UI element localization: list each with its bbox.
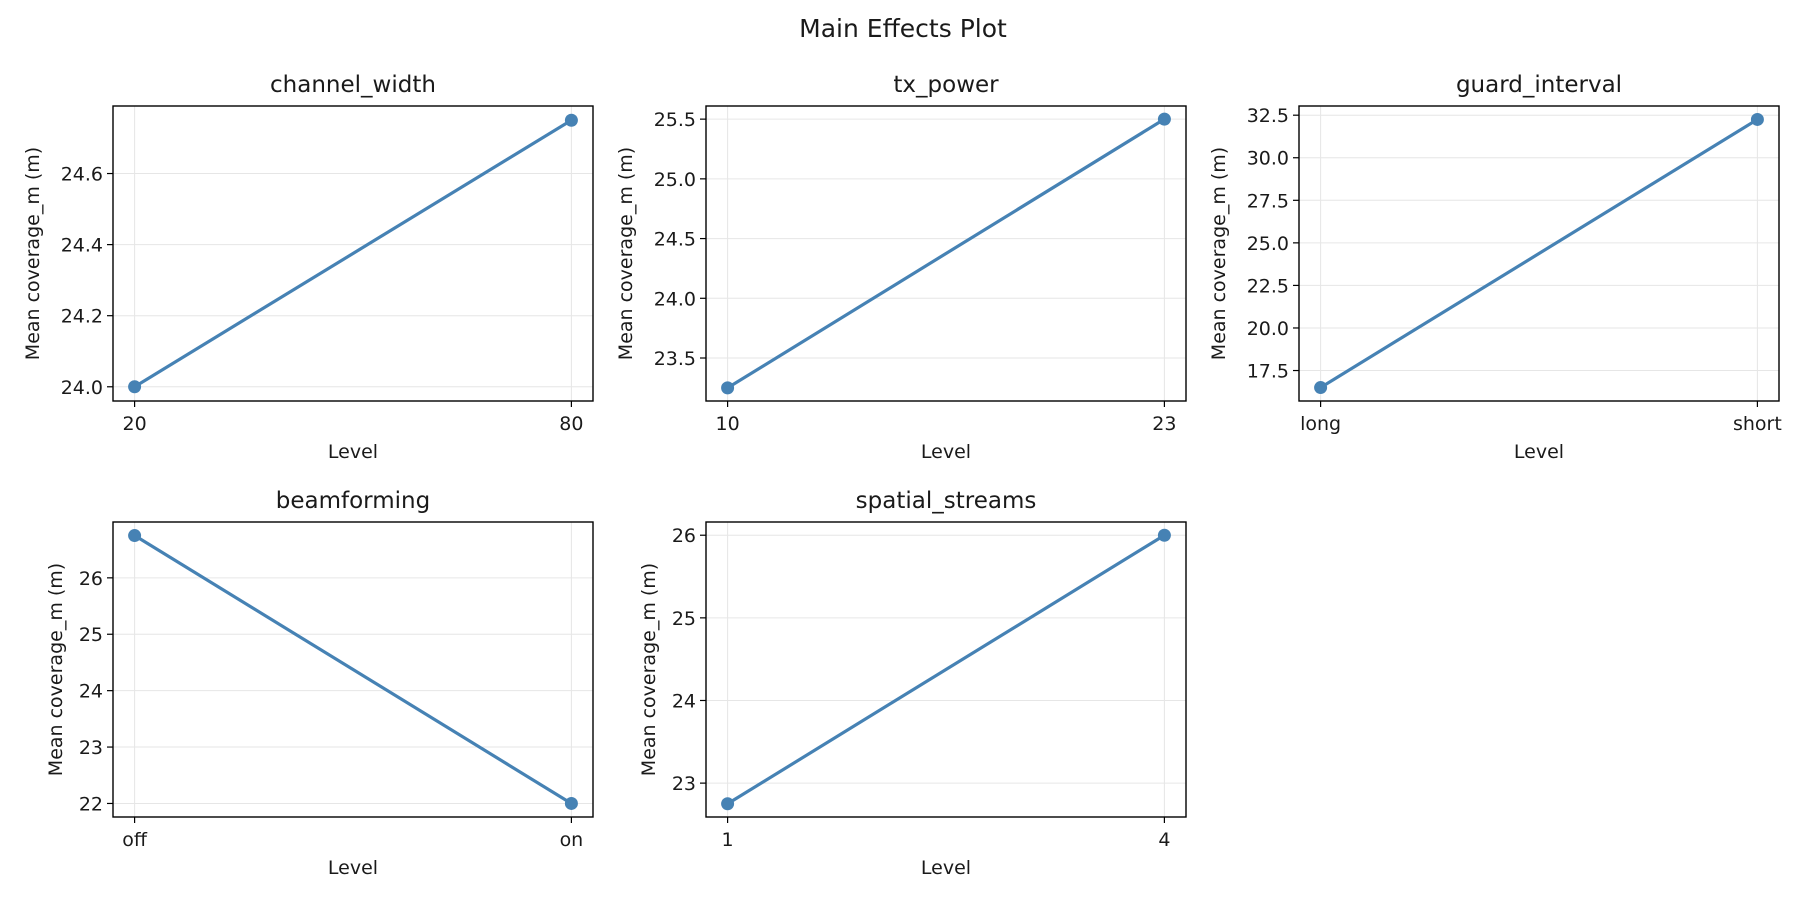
y-axis-label: Mean coverage_m (m) bbox=[615, 147, 637, 360]
data-point bbox=[564, 796, 578, 810]
x-axis-label: Level bbox=[328, 857, 378, 879]
subplot-title: beamforming bbox=[276, 488, 430, 514]
y-tick-label: 24.0 bbox=[61, 377, 103, 399]
y-tick-label: 23 bbox=[79, 737, 103, 759]
x-tick-label: 4 bbox=[1158, 829, 1170, 851]
x-tick-label: 20 bbox=[123, 413, 147, 435]
y-axis-label: Mean coverage_m (m) bbox=[22, 147, 44, 360]
data-point bbox=[564, 113, 578, 127]
subplot-title: channel_width bbox=[270, 72, 436, 98]
y-tick-label: 30.0 bbox=[1247, 148, 1289, 170]
y-tick-label: 22 bbox=[79, 793, 103, 815]
plot-frame bbox=[705, 521, 1187, 818]
plot-frame bbox=[1298, 105, 1780, 402]
subplot-tx_power: 23.5 24.0 24.5 25.0 25.5 10 23 tx_power Level Mea… bbox=[615, 72, 1187, 463]
y-tick-label: 17.5 bbox=[1247, 361, 1289, 383]
y-tick-label: 24 bbox=[79, 681, 103, 703]
y-tick-label: 25.0 bbox=[1247, 233, 1289, 255]
y-axis-label: Mean coverage_m (m) bbox=[1208, 147, 1230, 360]
y-tick-label: 24.0 bbox=[654, 288, 696, 310]
figure-title: Main Effects Plot bbox=[799, 14, 1007, 43]
y-tick-label: 22.5 bbox=[1247, 275, 1289, 297]
subplot-title: guard_interval bbox=[1456, 72, 1622, 98]
y-tick-label: 32.5 bbox=[1247, 105, 1289, 127]
y-tick-label: 27.5 bbox=[1247, 190, 1289, 212]
x-axis-label: Level bbox=[921, 441, 971, 463]
subplot-title: spatial_streams bbox=[856, 488, 1037, 514]
x-tick-label: 1 bbox=[722, 829, 734, 851]
y-tick-label: 26 bbox=[672, 525, 696, 547]
y-tick-label: 25.5 bbox=[654, 109, 696, 131]
x-tick-label: 80 bbox=[559, 413, 583, 435]
data-point bbox=[1157, 528, 1171, 542]
x-tick-label: 10 bbox=[716, 413, 740, 435]
plot-frame bbox=[112, 105, 594, 402]
series-line bbox=[133, 118, 573, 389]
subplot-beamforming: 22 23 24 25 26 off on beamforming Level Mean cove… bbox=[45, 488, 594, 879]
subplot-channel_width: 24.0 24.2 24.4 24.6 20 80 channel_width Level Me… bbox=[22, 72, 594, 463]
data-point bbox=[721, 381, 735, 395]
data-point bbox=[128, 380, 142, 394]
series-line bbox=[726, 533, 1166, 806]
y-tick-label: 24 bbox=[672, 690, 696, 712]
y-tick-label: 23.5 bbox=[654, 348, 696, 370]
subplot-spatial_streams: 23 24 25 26 1 4 spatial_streams Level Mean cover… bbox=[638, 488, 1187, 879]
subplot-title: tx_power bbox=[893, 72, 999, 98]
data-point bbox=[1157, 112, 1171, 126]
y-axis-label: Mean coverage_m (m) bbox=[638, 563, 660, 776]
y-tick-label: 24.2 bbox=[61, 306, 103, 328]
x-tick-label: long bbox=[1300, 413, 1341, 435]
y-tick-label: 25 bbox=[79, 624, 103, 646]
x-axis-label: Level bbox=[328, 441, 378, 463]
data-point bbox=[128, 529, 142, 543]
y-tick-label: 25.0 bbox=[654, 169, 696, 191]
y-tick-label: 24.6 bbox=[61, 164, 103, 186]
x-tick-label: on bbox=[560, 829, 584, 851]
x-tick-label: off bbox=[122, 829, 148, 851]
x-axis-label: Level bbox=[921, 857, 971, 879]
x-tick-label: short bbox=[1733, 413, 1782, 435]
y-tick-label: 23 bbox=[672, 773, 696, 795]
plot-frame bbox=[705, 105, 1187, 402]
data-point bbox=[1314, 381, 1328, 395]
series-line bbox=[1319, 118, 1759, 389]
data-point bbox=[1750, 112, 1764, 126]
data-point bbox=[721, 797, 735, 811]
y-tick-label: 25 bbox=[672, 608, 696, 630]
y-tick-label: 24.5 bbox=[654, 229, 696, 251]
series-line bbox=[726, 117, 1166, 390]
y-axis-label: Mean coverage_m (m) bbox=[45, 563, 67, 776]
x-axis-label: Level bbox=[1514, 441, 1564, 463]
subplot-grid: 24.0 24.2 24.4 24.6 20 80 channel_width Level Me… bbox=[22, 72, 1782, 879]
plot-frame bbox=[112, 521, 594, 818]
x-tick-label: 23 bbox=[1152, 413, 1176, 435]
y-tick-label: 24.4 bbox=[61, 235, 103, 257]
series-line bbox=[133, 534, 573, 805]
y-tick-label: 26 bbox=[79, 568, 103, 590]
y-tick-label: 20.0 bbox=[1247, 318, 1289, 340]
subplot-guard_interval: 17.5 20.0 22.5 25.0 27.5 30.0 32.5 long short gua… bbox=[1208, 72, 1782, 463]
